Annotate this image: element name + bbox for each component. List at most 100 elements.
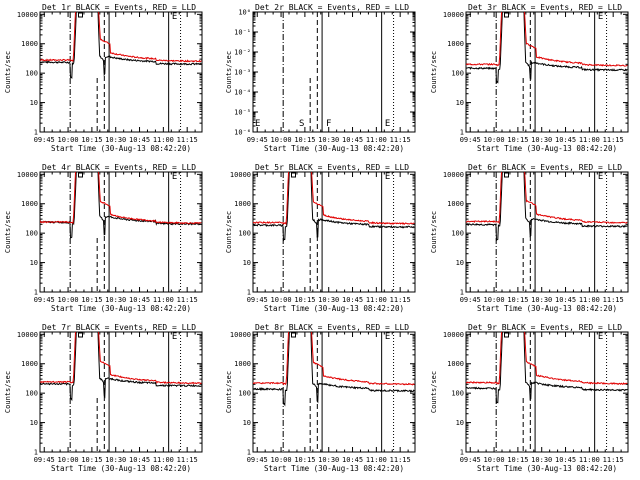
y-tick-label: 100: [238, 390, 251, 398]
y-tick-label: 1000: [447, 360, 464, 368]
x-tick-label: 10:45: [555, 296, 576, 304]
y-tick-label: 100: [25, 390, 38, 398]
plot-frame: [252, 171, 416, 293]
x-tick-label: 10:00: [271, 296, 292, 304]
x-tick-label: 11:00: [153, 136, 174, 144]
x-tick-label: 09:45: [460, 456, 481, 464]
x-tick-label: 11:15: [603, 136, 624, 144]
plot-frame: [39, 331, 203, 453]
y-tick-label: 100: [25, 230, 38, 238]
x-tick-label: 10:15: [81, 296, 102, 304]
panel-3: Det 3r BLACK = Events, RED = LLD 1 10 100 10…: [430, 3, 629, 153]
panel-5: Det 5r BLACK = Events, RED = LLD 1 10 100 10…: [225, 163, 416, 313]
y-tick-label: 1: [34, 129, 38, 137]
y-tick-label: 1: [460, 289, 464, 297]
x-tick-label: 11:15: [177, 136, 198, 144]
series-events: [40, 332, 202, 402]
series-lld: [40, 332, 202, 385]
start-marker: [78, 12, 83, 18]
x-tick-label: 10:30: [105, 136, 126, 144]
y-tick-label: 10: [30, 99, 38, 107]
y-tick-label: 10⁻⁶: [234, 129, 251, 137]
y-tick-label: 1000: [447, 200, 464, 208]
series-events: [253, 172, 415, 243]
panel-9: Det 9r BLACK = Events, RED = LLD 1 10 100 10…: [430, 323, 629, 473]
start-marker: [78, 332, 83, 338]
panel-4: Det 4r BLACK = Events, RED = LLD 1 10 100 10…: [4, 163, 203, 313]
end-label: E: [172, 12, 177, 22]
end-label: E: [172, 332, 177, 342]
y-tick-label: 10000: [443, 11, 464, 19]
x-tick-label: 10:45: [129, 456, 150, 464]
plot-frame: [465, 331, 629, 453]
y-tick-label: 10⁻²: [234, 49, 251, 57]
x-tick-label: 10:15: [507, 296, 528, 304]
y-axis-label: Counts/sec: [4, 371, 12, 413]
x-tick-label: 11:00: [366, 136, 387, 144]
x-tick-label: 09:45: [247, 296, 268, 304]
end-label: E: [385, 332, 390, 342]
y-tick-label: 1: [460, 449, 464, 457]
x-tick-label: 10:30: [531, 456, 552, 464]
y-tick-label: 10: [456, 259, 464, 267]
y-tick-label: 100: [451, 230, 464, 238]
start-marker: [504, 172, 509, 178]
y-axis-label: Counts/sec: [225, 51, 233, 93]
x-tick-label: 10:00: [271, 136, 292, 144]
y-tick-label: 10⁻⁵: [234, 109, 251, 117]
y-tick-label: 100: [238, 230, 251, 238]
x-tick-label: 10:45: [129, 296, 150, 304]
x-tick-label: 09:45: [247, 136, 268, 144]
x-tick-label: 11:15: [603, 296, 624, 304]
x-tick-label: 11:15: [390, 296, 411, 304]
x-tick-label: 11:15: [177, 296, 198, 304]
x-tick-label: 11:00: [153, 296, 174, 304]
plot-frame: [465, 11, 629, 133]
y-tick-label: 10: [456, 99, 464, 107]
y-tick-label: 1000: [447, 40, 464, 48]
y-tick-label: 10: [456, 419, 464, 427]
x-axis-label: Start Time (30-Aug-13 08:42:20): [477, 304, 617, 313]
plot-frame: [465, 171, 629, 293]
x-axis-label: Start Time (30-Aug-13 08:42:20): [477, 144, 617, 153]
x-tick-label: 09:45: [34, 456, 55, 464]
x-tick-label: 10:15: [81, 456, 102, 464]
y-axis-label: Counts/sec: [4, 211, 12, 253]
series-events: [466, 12, 628, 85]
y-tick-label: 100: [25, 70, 38, 78]
x-tick-label: 10:00: [58, 456, 79, 464]
y-tick-label: 1: [34, 449, 38, 457]
end-label: E: [598, 332, 603, 342]
start-marker: [504, 12, 509, 18]
y-tick-label: 10000: [230, 331, 251, 339]
y-tick-label: 10000: [17, 331, 38, 339]
plot-frame: [252, 331, 416, 453]
x-tick-label: 10:00: [58, 136, 79, 144]
x-tick-label: 11:00: [366, 456, 387, 464]
series-lld: [40, 172, 202, 225]
x-tick-label: 10:15: [507, 456, 528, 464]
y-tick-label: 1000: [234, 360, 251, 368]
x-tick-label: 09:45: [34, 136, 55, 144]
x-axis-label: Start Time (30-Aug-13 08:42:20): [51, 304, 191, 313]
x-axis-label: Start Time (30-Aug-13 08:42:20): [264, 304, 404, 313]
x-tick-label: 10:15: [294, 456, 315, 464]
y-tick-label: 10000: [230, 171, 251, 179]
y-tick-label: 10: [243, 419, 251, 427]
series-events: [466, 332, 628, 404]
x-tick-label: 10:15: [81, 136, 102, 144]
y-tick-label: 10⁻¹: [234, 29, 251, 37]
panel-1: Det 1r BLACK = Events, RED = LLD 1 10 100 10…: [4, 3, 203, 153]
panel-title: Det 1r BLACK = Events, RED = LLD: [42, 3, 196, 12]
x-tick-label: 10:45: [342, 296, 363, 304]
y-tick-label: 10000: [443, 171, 464, 179]
x-tick-label: 09:45: [247, 456, 268, 464]
x-tick-label: 11:00: [366, 296, 387, 304]
x-tick-label: 10:45: [342, 456, 363, 464]
series-events: [466, 172, 628, 242]
plot-frame: [39, 171, 203, 293]
x-tick-label: 09:45: [460, 136, 481, 144]
y-tick-label: 1: [247, 289, 251, 297]
x-tick-label: 10:00: [484, 456, 505, 464]
